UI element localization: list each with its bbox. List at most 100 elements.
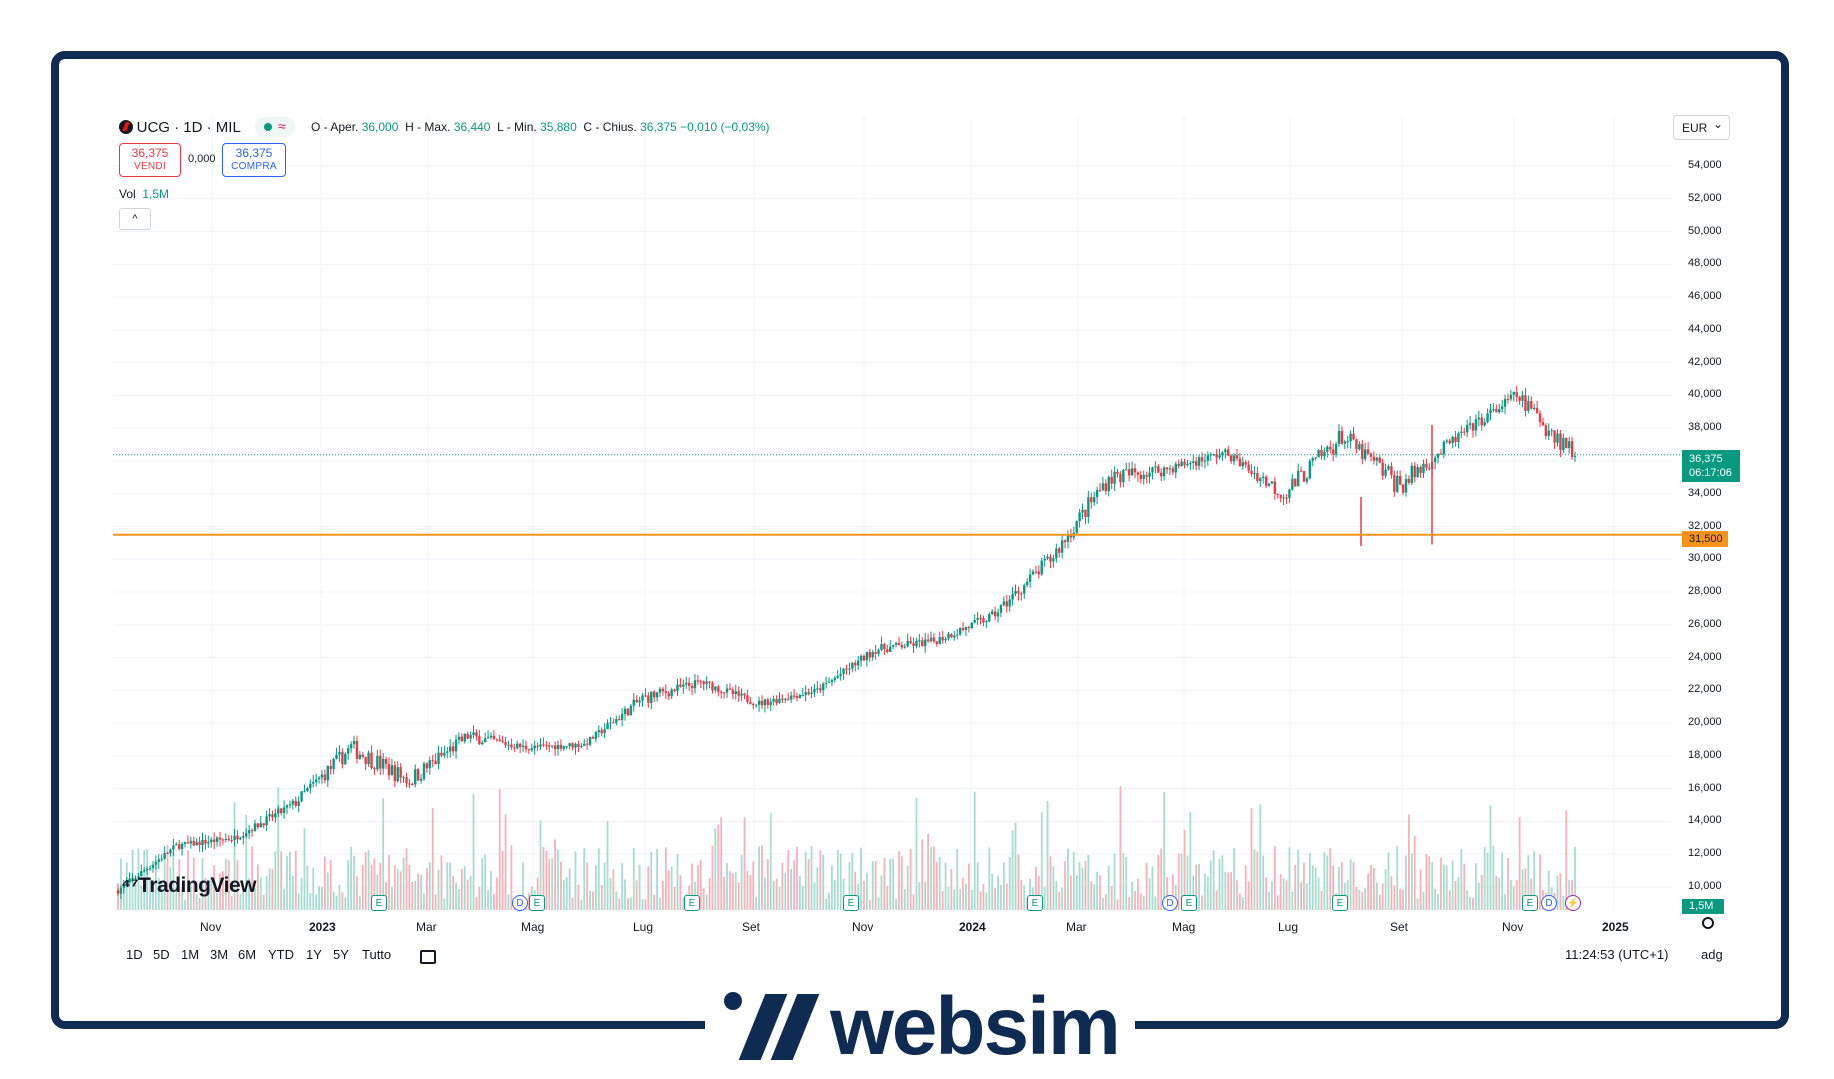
candle-body [195,841,198,846]
clock-readout[interactable]: 11:24:53 (UTC+1) [1565,947,1669,962]
candle-body [1323,451,1326,457]
candle-body [973,619,976,623]
dividend-marker[interactable]: D [1541,895,1557,911]
volume-bar [918,882,921,910]
volume-bar [300,878,303,910]
candle-body [192,840,195,846]
volume-bar [146,849,149,910]
collapse-legend-button[interactable]: ^ [119,208,151,230]
range-button-3m[interactable]: 3M [210,947,229,962]
calendar-icon[interactable] [420,950,436,964]
volume-bar [848,861,851,910]
volume-bar [1195,864,1198,910]
range-button-tutto[interactable]: Tutto [362,947,392,962]
volume-bar [871,861,874,910]
candle-body [1288,489,1291,499]
candle-body [1547,430,1550,436]
earnings-marker[interactable]: E [371,895,387,911]
candle-body [548,745,551,747]
range-button-1y[interactable]: 1Y [306,947,322,962]
candle-body [1530,401,1533,409]
candle-body [993,611,997,617]
volume-bar [571,897,574,910]
range-button-1d[interactable]: 1D [126,947,143,962]
volume-bar [1157,854,1160,910]
volume-label-value: 1,5M [1689,900,1714,912]
candle-body [163,852,166,859]
candle-body [1562,437,1565,451]
candle-body [824,682,828,684]
volume-bar [828,892,830,910]
volume-bar [737,882,740,910]
candle-body [355,741,359,759]
market-status-badge[interactable]: ≈ [255,117,295,137]
earnings-marker[interactable]: E [1181,895,1197,911]
candle-body [1500,406,1504,409]
candle-body [1113,471,1116,484]
volume-bar [1483,847,1486,910]
candle-body [923,639,927,647]
volume-bar [1527,855,1530,910]
buy-button[interactable]: 36,375 COMPRA [222,143,286,177]
candle-body [233,835,236,840]
candle-body [1471,423,1475,431]
range-button-1m[interactable]: 1M [181,947,200,962]
earnings-marker[interactable]: E [684,895,700,911]
candle-body [341,751,344,765]
volume-bar [1448,890,1451,910]
dividend-marker[interactable]: D [512,895,528,911]
volume-bar [1011,830,1014,910]
settings-gear-icon[interactable] [1702,917,1714,929]
candle-body [1498,408,1501,413]
sell-button[interactable]: 36,375 VENDI [119,143,181,177]
volume-bar [1055,880,1058,910]
volume-bar [152,887,154,910]
candle-body [443,752,446,756]
candle-body [399,767,402,778]
candle-body [650,691,653,703]
volume-bar [1285,880,1288,910]
symbol-header[interactable]: UCG · 1D · MIL [119,119,241,136]
volume-bar [1504,894,1506,910]
volume-price-label: 1,5M [1682,899,1724,914]
volume-legend[interactable]: Vol 1,5M [119,187,169,201]
candle-body [606,723,609,730]
candle-body [1384,469,1387,476]
earnings-marker[interactable]: E [843,895,859,911]
candle-body [763,699,767,706]
currency-select[interactable]: EUR ⌄ [1673,115,1730,140]
candle-body [1468,423,1472,425]
candle-body [1229,455,1233,462]
volume-bar [175,886,178,910]
volume-bar [839,853,842,910]
earnings-marker[interactable]: E [1027,895,1043,911]
candle-body [1241,462,1245,467]
candle-body [545,745,548,747]
earnings-marker[interactable]: E [1332,895,1348,911]
candle-body [1168,468,1172,470]
range-button-5d[interactable]: 5D [153,947,170,962]
volume-bar [548,858,551,910]
lightning-event-icon[interactable]: ⚡ [1565,895,1581,911]
candle-body [376,755,379,770]
earnings-marker[interactable]: E [529,895,545,911]
volume-bar [1472,898,1474,910]
time-tick-label: Lug [633,920,654,934]
candle-body [556,744,560,750]
dividend-marker[interactable]: D [1162,895,1178,911]
volume-bar [1477,882,1480,910]
earnings-marker[interactable]: E [1522,895,1538,911]
range-button-ytd[interactable]: YTD [268,947,294,962]
time-tick-label: 2023 [309,920,336,934]
volume-bar [979,891,982,910]
candle-body [725,688,729,693]
candle-body [877,649,880,654]
candle-body [583,743,586,746]
volume-bar [393,865,396,910]
range-button-6m[interactable]: 6M [238,947,257,962]
candle-body [1460,431,1463,434]
adjust-button[interactable]: adg [1701,947,1723,962]
volume-bar [356,876,358,910]
range-button-5y[interactable]: 5Y [333,947,349,962]
